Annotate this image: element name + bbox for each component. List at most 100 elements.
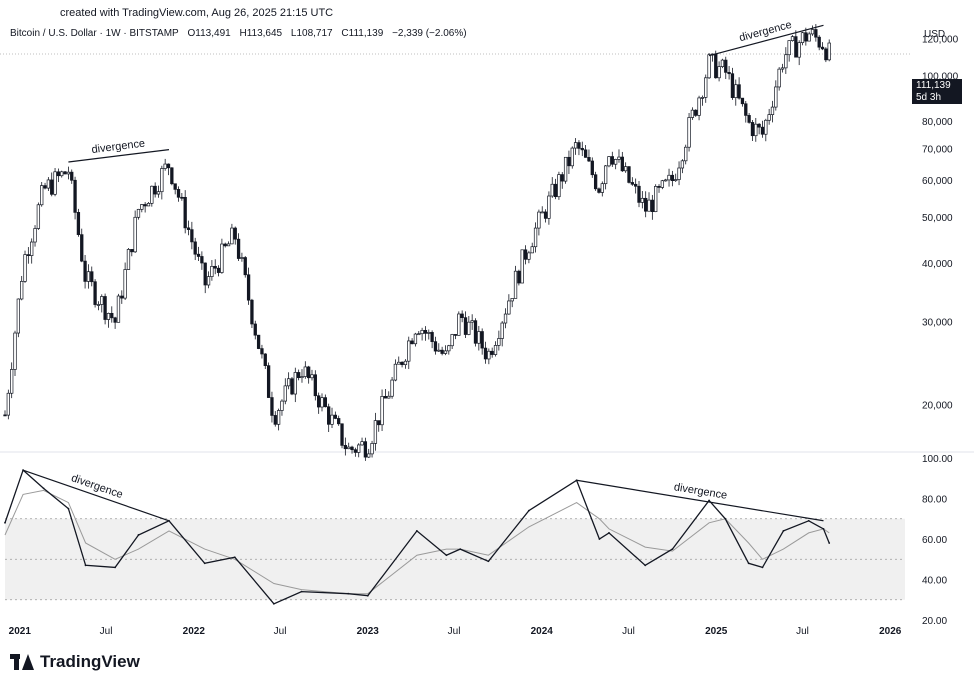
candle-body [627, 166, 631, 183]
candle-body [387, 395, 391, 399]
candle-body [720, 59, 725, 67]
candle-body [80, 234, 84, 262]
candle-body [697, 97, 701, 116]
candle-body [180, 196, 184, 199]
candle-body [303, 366, 307, 377]
price-divergence-2025-line [708, 24, 824, 57]
rsi-point [807, 519, 810, 522]
candle-body [647, 199, 651, 212]
candle-body [470, 320, 474, 323]
rsi-point [459, 548, 462, 551]
candle-body [407, 340, 411, 362]
symbol-name[interactable]: Bitcoin / U.S. Dollar · 1W · BITSTAMP [10, 28, 179, 39]
candle-body [610, 156, 614, 165]
tradingview-logo[interactable]: TradingView [10, 652, 140, 672]
rsi-point [4, 521, 6, 524]
candle-body [754, 123, 758, 137]
y-axis-unit: USD [924, 29, 945, 40]
candle-body [624, 166, 628, 172]
candle-body [320, 397, 324, 408]
candle-body [20, 281, 24, 300]
candle-body [537, 211, 541, 229]
candle-body [383, 396, 388, 399]
candle-body [230, 227, 234, 245]
candle-body [533, 227, 538, 248]
candle-body [737, 84, 741, 99]
candle-body [100, 296, 104, 305]
candle-body [6, 392, 10, 416]
candle-body [460, 313, 464, 319]
candle-body [96, 304, 101, 306]
candle-body [520, 249, 524, 284]
candle-body [744, 103, 748, 116]
candle-body [183, 196, 187, 229]
time-tick-label: 2026 [879, 626, 902, 637]
candle-body [23, 254, 27, 282]
time-tick-label: Jul [274, 626, 287, 637]
rsi-point [67, 507, 70, 510]
candle-body [567, 156, 571, 167]
candle-body [273, 415, 277, 425]
candle-body [397, 361, 401, 365]
candle-body [644, 197, 648, 212]
candle-body [116, 295, 121, 323]
rsi-point [347, 592, 350, 595]
candle-body [233, 227, 237, 240]
time-tick-label: 2024 [531, 626, 554, 637]
candle-body [787, 40, 791, 56]
rsi-point [366, 594, 369, 597]
candle-body [764, 119, 768, 135]
candle-body [790, 36, 795, 41]
candle-body [467, 321, 471, 335]
candle-body [804, 32, 808, 42]
candle-body [30, 241, 34, 256]
change-value: −2,339 (−2.06%) [392, 28, 467, 39]
candle-body [784, 54, 788, 69]
candle-body [630, 182, 634, 185]
candle-body [613, 159, 618, 165]
candle-body [10, 369, 14, 394]
candle-body [794, 36, 798, 58]
candle-body [503, 313, 508, 324]
candle-body [307, 366, 311, 379]
candle-body [146, 202, 151, 207]
candle-body [330, 414, 334, 425]
candle-body [560, 174, 564, 182]
candle-body [817, 36, 821, 48]
rsi-point [598, 538, 601, 540]
rsi-divergence-2021-label: divergence [70, 472, 125, 501]
rsi-point [724, 517, 727, 520]
candle-body [310, 374, 314, 379]
candle-body [433, 341, 438, 352]
candle-body [40, 185, 44, 206]
candle-body [196, 253, 201, 257]
rsi-point [822, 527, 825, 530]
time-tick-label: 2021 [9, 626, 32, 637]
candle-body [547, 195, 551, 219]
candle-body [403, 360, 408, 366]
candle-body [240, 257, 244, 259]
candle-body [113, 317, 117, 323]
candle-body [473, 320, 478, 344]
candle-body [700, 97, 705, 99]
candle-body [637, 185, 641, 203]
candle-body [390, 379, 394, 397]
candle-body [300, 376, 304, 379]
candle-body [740, 97, 745, 105]
price-tick-label: 50,000 [922, 213, 953, 224]
candle-body [530, 246, 534, 254]
time-tick-label: Jul [448, 626, 461, 637]
candle-body [557, 174, 561, 198]
price-tick-label: 70,000 [922, 144, 953, 155]
candle-body [664, 179, 668, 182]
candle-body [513, 270, 518, 299]
rsi-point [782, 530, 785, 532]
candle-body [540, 211, 544, 214]
bar-countdown: 5d 3h [916, 92, 942, 103]
candle-body [730, 73, 735, 98]
candle-body [110, 312, 114, 319]
candle-body [550, 183, 554, 197]
candle-body [667, 174, 671, 181]
rsi-point [644, 564, 647, 567]
